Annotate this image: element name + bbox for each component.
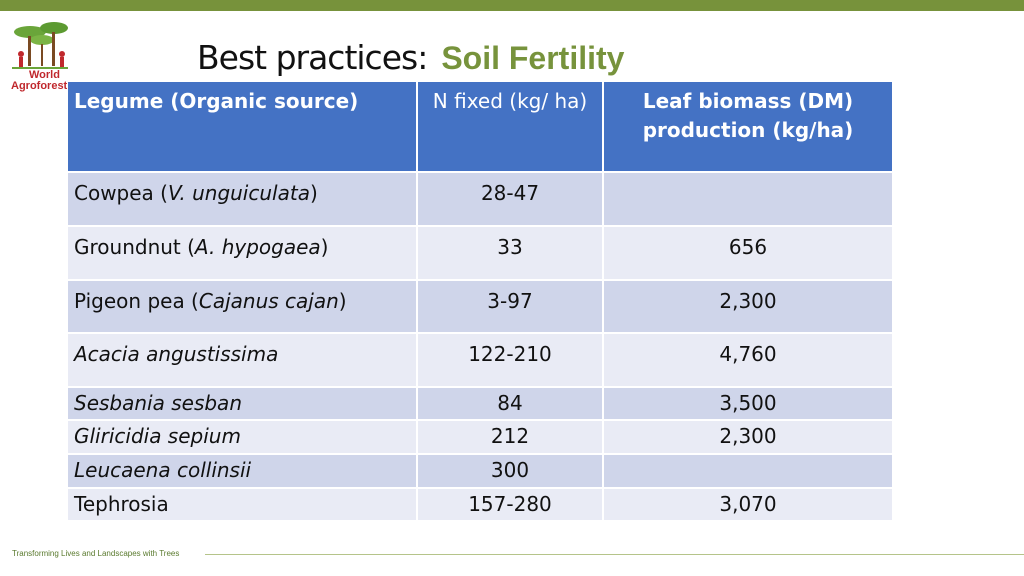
header-cell: N fixed (kg/ ha) <box>418 82 604 173</box>
logo-text: Agroforest <box>11 80 68 92</box>
n-fixed-cell: 84 <box>418 388 604 421</box>
biomass-cell <box>604 455 892 489</box>
n-fixed-cell: 300 <box>418 455 604 489</box>
header-cell: Legume (Organic source) <box>68 82 418 173</box>
n-fixed-cell: 122-210 <box>418 334 604 388</box>
subtitle: Soil Fertility <box>441 40 625 76</box>
table-row: Sesbania sesban 84 3,500 <box>68 388 892 421</box>
biomass-cell <box>604 173 892 227</box>
name-part: Leucaena collinsii <box>74 458 252 482</box>
name-cell: Acacia angustissima <box>68 334 418 388</box>
biomass-cell: 2,300 <box>604 421 892 455</box>
title: Best practices: Soil Fertility <box>197 38 624 77</box>
name-part: Tephrosia <box>74 492 169 516</box>
name-cell: Leucaena collinsii <box>68 455 418 489</box>
biomass-cell: 4,760 <box>604 334 892 388</box>
table-row: Leucaena collinsii 300 <box>68 455 892 489</box>
name-cell: Tephrosia <box>68 489 418 522</box>
header-cell: Leaf biomass (DM) production (kg/ha) <box>604 82 892 173</box>
biomass-cell: 656 <box>604 227 892 281</box>
name-cell: Groundnut (A. hypogaea) <box>68 227 418 281</box>
logo: World Agroforest <box>10 18 70 98</box>
table-row: Acacia angustissima 122-210 4,760 <box>68 334 892 388</box>
name-cell: Pigeon pea (Cajanus cajan) <box>68 281 418 334</box>
footer-tagline: Transforming Lives and Landscapes with T… <box>12 549 180 558</box>
footer-line <box>205 554 1024 555</box>
name-part: ) <box>320 235 329 259</box>
name-part: Acacia angustissima <box>74 342 279 366</box>
biomass-cell: 2,300 <box>604 281 892 334</box>
table-row: Tephrosia 157-280 3,070 <box>68 489 892 522</box>
biomass-cell: 3,070 <box>604 489 892 522</box>
n-fixed-cell: 3-97 <box>418 281 604 334</box>
name-part: A. hypogaea <box>194 235 321 259</box>
n-fixed-cell: 212 <box>418 421 604 455</box>
name-part: ) <box>309 181 318 205</box>
n-fixed-cell: 33 <box>418 227 604 281</box>
name-part: Gliricidia sepium <box>74 424 241 448</box>
n-fixed-cell: 157-280 <box>418 489 604 522</box>
table-row: Cowpea (V. unguiculata) 28-47 <box>68 173 892 227</box>
name-part: Sesbania sesban <box>74 391 242 415</box>
top-bar <box>0 0 1024 11</box>
n-fixed-cell: 28-47 <box>418 173 604 227</box>
name-part: Cowpea ( <box>74 181 168 205</box>
name-part: Groundnut ( <box>74 235 195 259</box>
name-part: ) <box>338 289 347 313</box>
table-row: Groundnut (A. hypogaea) 33 656 <box>68 227 892 281</box>
name-part: Pigeon pea ( <box>74 289 199 313</box>
title-text: Best practices: <box>197 38 428 77</box>
name-cell: Gliricidia sepium <box>68 421 418 455</box>
table-row: Pigeon pea (Cajanus cajan) 3-97 2,300 <box>68 281 892 334</box>
name-part: Cajanus cajan <box>198 289 339 313</box>
table-row: Gliricidia sepium 212 2,300 <box>68 421 892 455</box>
name-cell: Sesbania sesban <box>68 388 418 421</box>
name-part: V. unguiculata <box>167 181 310 205</box>
logo-trees <box>12 22 68 69</box>
logo-text: World <box>29 69 60 81</box>
biomass-cell: 3,500 <box>604 388 892 421</box>
name-cell: Cowpea (V. unguiculata) <box>68 173 418 227</box>
header-row: Legume (Organic source) N fixed (kg/ ha) L… <box>68 82 892 173</box>
